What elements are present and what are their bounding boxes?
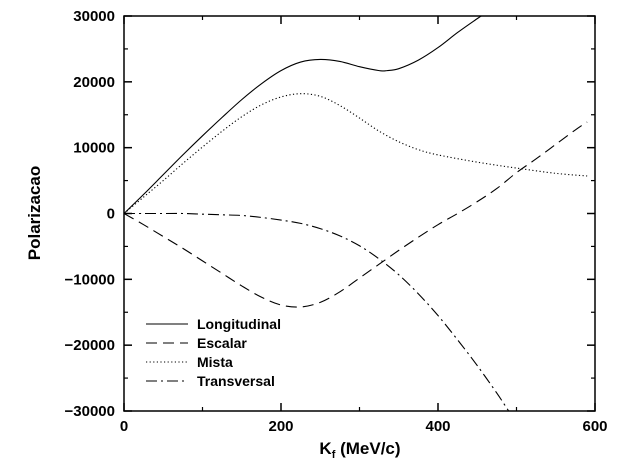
y-tick-label: −10000 (65, 271, 115, 288)
axis-ticks: 0 200 400 600 −30000 −20000 −10000 0 10000 20000 3… (65, 8, 608, 435)
series-mista (124, 93, 588, 214)
legend-label-escalar: Escalar (197, 335, 247, 351)
x-tick-label: 400 (425, 418, 450, 435)
y-tick-label: 0 (107, 206, 115, 223)
series-lines (124, 16, 588, 411)
legend-label-longitudinal: Longitudinal (197, 316, 281, 332)
series-transversal (124, 212, 510, 411)
x-axis-title-units: (MeV/c) (335, 439, 400, 458)
legend: Longitudinal Escalar Mista Transversal (146, 316, 281, 389)
x-tick-label: 0 (120, 418, 128, 435)
y-tick-label: −20000 (65, 337, 115, 354)
x-axis-title: Kf (MeV/c) (319, 439, 400, 461)
y-axis-title: Polarizacao (25, 166, 44, 261)
series-escalar (124, 121, 588, 308)
y-tick-label: −30000 (65, 403, 115, 420)
series-longitudinal (124, 16, 482, 214)
legend-label-mista: Mista (197, 354, 233, 370)
x-axis-title-subscript: f (332, 449, 336, 461)
legend-label-transversal: Transversal (197, 373, 275, 389)
y-tick-label: 10000 (73, 140, 115, 157)
x-tick-label: 200 (268, 418, 293, 435)
y-tick-label: 20000 (73, 74, 115, 91)
y-tick-label: 30000 (73, 8, 115, 25)
x-axis-title-main: K (319, 439, 332, 458)
x-tick-label: 600 (582, 418, 607, 435)
